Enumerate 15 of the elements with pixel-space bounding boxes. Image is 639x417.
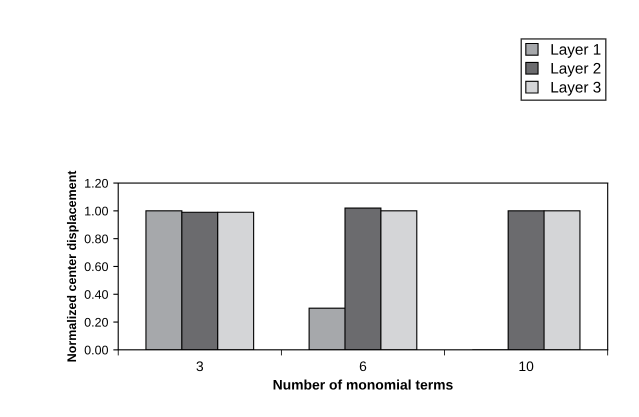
- y-axis-title: Normalized center displacement: [66, 170, 79, 362]
- y-tick-label: 0.80: [84, 234, 108, 244]
- legend-label: Layer 3: [552, 82, 601, 96]
- x-tick-label: 6: [360, 361, 366, 372]
- y-tick-label: 0.20: [84, 318, 108, 327]
- legend-label: Layer 2: [552, 62, 600, 77]
- y-tick-label: 0.00: [84, 346, 108, 355]
- y-tick-label: 0.60: [84, 262, 108, 272]
- y-tick-label: 1.20: [85, 178, 108, 188]
- x-tick-label: 10: [519, 361, 534, 372]
- legend-label: Layer 1: [552, 44, 600, 58]
- y-tick-label: 0.40: [84, 290, 108, 299]
- x-tick-label: 3: [196, 361, 204, 372]
- y-tick-label: 1.00: [85, 206, 108, 216]
- x-axis-title: Number of monomial terms: [274, 379, 453, 390]
